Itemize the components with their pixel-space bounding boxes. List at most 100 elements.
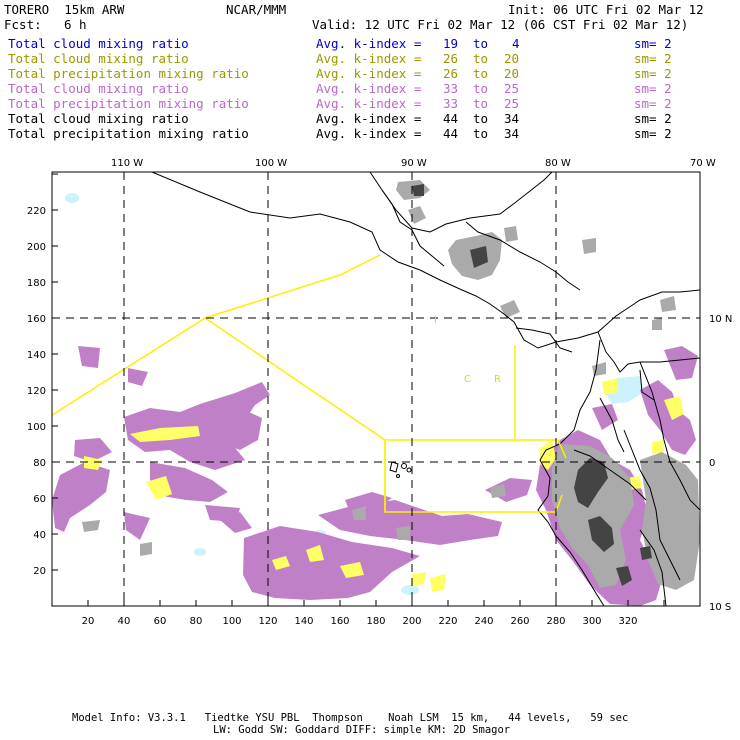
x-tick-label: 240 bbox=[474, 616, 493, 627]
field-sm: sm= 2 bbox=[634, 126, 672, 141]
longitude-labels: 110 W 100 W 90 W 80 W 70 W bbox=[111, 158, 716, 169]
field-name: Total precipitation mixing ratio bbox=[8, 96, 249, 111]
lat-label: 0 bbox=[709, 458, 715, 469]
x-tick-label: 320 bbox=[618, 616, 637, 627]
graticule bbox=[52, 172, 700, 606]
field-to: 20 bbox=[504, 66, 520, 81]
field-sm: sm= 2 bbox=[634, 36, 672, 51]
field-to: 25 bbox=[504, 81, 520, 96]
lon-label: 100 W bbox=[255, 158, 287, 169]
y-tick-label: 80 bbox=[33, 458, 46, 469]
field-from: 26 bbox=[443, 51, 459, 66]
field-to-word: to bbox=[473, 111, 489, 126]
y-tick-label: 40 bbox=[33, 530, 46, 541]
field-name: Total cloud mixing ratio bbox=[8, 51, 189, 66]
field-index: Avg. k-index = bbox=[316, 126, 422, 141]
footer-model-info: Model Info: V3.3.1 Tiedtke YSU PBL Thomp… bbox=[72, 712, 629, 724]
x-grid-labels: 20 40 60 80 100 120 140 160 180 200 220 … bbox=[82, 616, 638, 627]
region-mark: C bbox=[464, 374, 471, 385]
field-to-word: to bbox=[473, 81, 489, 96]
field-to-word: to bbox=[473, 126, 489, 141]
field-name: Total cloud mixing ratio bbox=[8, 111, 189, 126]
init-time: Init: 06 UTC Fri 02 Mar 12 bbox=[508, 2, 704, 17]
x-tick-label: 40 bbox=[118, 616, 131, 627]
field-to: 34 bbox=[504, 126, 520, 141]
field-shading bbox=[52, 180, 700, 606]
field-sm: sm= 2 bbox=[634, 111, 672, 126]
field-from: 33 bbox=[443, 96, 459, 111]
field-name: Total cloud mixing ratio bbox=[8, 36, 189, 51]
field-to: 4 bbox=[512, 36, 520, 51]
y-tick-label: 140 bbox=[27, 350, 46, 361]
fcst-value: 6 h bbox=[64, 17, 87, 32]
y-tick-label: 100 bbox=[27, 422, 46, 433]
field-index: Avg. k-index = bbox=[316, 66, 422, 81]
gray-cloud-regions bbox=[82, 180, 700, 590]
y-tick-label: 120 bbox=[27, 386, 46, 397]
lat-label: 10 N bbox=[709, 314, 732, 325]
field-from: 19 bbox=[443, 36, 459, 51]
y-tick-label: 20 bbox=[33, 566, 46, 577]
y-tick-label: 160 bbox=[27, 314, 46, 325]
valid-time: Valid: 12 UTC Fri 02 Mar 12 (06 CST Fri … bbox=[312, 17, 689, 32]
y-tick-label: 180 bbox=[27, 278, 46, 289]
tick-marks bbox=[52, 173, 665, 606]
x-tick-label: 60 bbox=[154, 616, 167, 627]
latitude-labels: 10 N 0 10 S bbox=[709, 314, 732, 613]
y-grid-labels: 20 40 60 80 100 120 140 160 180 200 220 bbox=[27, 206, 46, 577]
x-tick-label: 180 bbox=[366, 616, 385, 627]
field-sm: sm= 2 bbox=[634, 96, 672, 111]
field-to-word: to bbox=[473, 66, 489, 81]
lon-label: 90 W bbox=[401, 158, 427, 169]
field-to-word: to bbox=[473, 96, 489, 111]
field-to: 20 bbox=[504, 51, 520, 66]
field-index: Avg. k-index = bbox=[316, 36, 422, 51]
field-index: Avg. k-index = bbox=[316, 96, 422, 111]
lon-label: 110 W bbox=[111, 158, 143, 169]
x-tick-label: 80 bbox=[190, 616, 203, 627]
x-tick-label: 220 bbox=[438, 616, 457, 627]
field-to-word: to bbox=[473, 51, 489, 66]
lon-label: 80 W bbox=[545, 158, 571, 169]
region-mark: I bbox=[434, 315, 437, 326]
field-name: Total precipitation mixing ratio bbox=[8, 66, 249, 81]
x-tick-label: 280 bbox=[546, 616, 565, 627]
footer-physics-info: LW: Godd SW: Goddard DIFF: simple KM: 2D… bbox=[213, 724, 511, 736]
x-tick-label: 260 bbox=[510, 616, 529, 627]
x-tick-label: 100 bbox=[222, 616, 241, 627]
y-tick-label: 200 bbox=[27, 242, 46, 253]
field-index: Avg. k-index = bbox=[316, 111, 422, 126]
region-outlines bbox=[52, 254, 567, 513]
galapagos-islands bbox=[389, 461, 412, 478]
y-tick-label: 220 bbox=[27, 206, 46, 217]
x-tick-label: 120 bbox=[258, 616, 277, 627]
field-from: 33 bbox=[443, 81, 459, 96]
lon-label: 70 W bbox=[690, 158, 716, 169]
x-tick-label: 200 bbox=[402, 616, 421, 627]
x-tick-label: 20 bbox=[82, 616, 95, 627]
x-tick-label: 300 bbox=[582, 616, 601, 627]
field-to: 25 bbox=[504, 96, 520, 111]
x-tick-label: 140 bbox=[294, 616, 313, 627]
field-name: Total precipitation mixing ratio bbox=[8, 126, 249, 141]
field-sm: sm= 2 bbox=[634, 81, 672, 96]
field-sm: sm= 2 bbox=[634, 66, 672, 81]
field-from: 44 bbox=[443, 126, 459, 141]
field-index: Avg. k-index = bbox=[316, 81, 422, 96]
fcst-label: Fcst: bbox=[4, 17, 42, 32]
model-title: TORERO 15km ARW bbox=[4, 2, 125, 17]
y-tick-label: 60 bbox=[33, 494, 46, 505]
region-mark: R bbox=[494, 374, 501, 385]
field-to: 34 bbox=[504, 111, 520, 126]
field-name: Total cloud mixing ratio bbox=[8, 81, 189, 96]
lat-label: 10 S bbox=[709, 602, 731, 613]
x-tick-label: 160 bbox=[330, 616, 349, 627]
field-to-word: to bbox=[473, 36, 489, 51]
field-sm: sm= 2 bbox=[634, 51, 672, 66]
center-label: NCAR/MMM bbox=[226, 2, 287, 17]
region-marks: I C R bbox=[434, 315, 501, 385]
field-from: 44 bbox=[443, 111, 459, 126]
dark-cloud-cores bbox=[412, 184, 652, 586]
field-from: 26 bbox=[443, 66, 459, 81]
